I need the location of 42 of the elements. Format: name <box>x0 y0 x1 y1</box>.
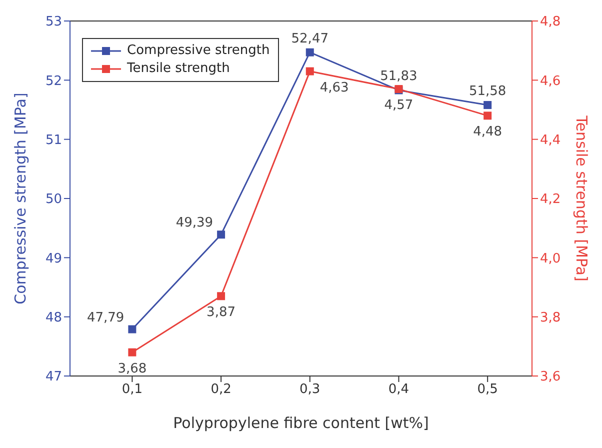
y2-tick-label: 4,0 <box>540 251 561 266</box>
y-tick-label: 50 <box>45 192 62 208</box>
x-axis-title: Polypropylene fibre content [wt%] <box>173 414 429 432</box>
data-label: 47,79 <box>86 310 124 326</box>
y2-axis-title: Tensile strength [MPa] <box>572 114 591 282</box>
point <box>484 101 492 110</box>
y2-tick-label: 4,6 <box>540 74 561 89</box>
point <box>217 230 226 239</box>
point <box>128 348 136 356</box>
y-tick-label: 49 <box>45 251 62 266</box>
data-label: 4,57 <box>384 98 414 114</box>
point <box>217 292 226 300</box>
data-label: 4,48 <box>473 124 502 140</box>
x-tick-label: 0,1 <box>122 382 143 398</box>
data-label: 51,83 <box>380 69 418 84</box>
data-label: 51,58 <box>468 84 506 100</box>
y2-tick-label: 3,8 <box>540 310 561 326</box>
point <box>306 67 314 76</box>
x-tick-label: 0,3 <box>300 382 320 398</box>
data-label: 3,87 <box>206 305 236 320</box>
legend-label: Compressive strength <box>127 42 270 60</box>
data-label: 52,47 <box>291 31 328 46</box>
y-tick-label: 48 <box>45 310 62 326</box>
y2-tick-label: 4,4 <box>540 132 561 148</box>
x-tick-label: 0,2 <box>210 382 232 398</box>
y2-tick-label: 4,8 <box>540 14 561 30</box>
y-axis-title: Compressive strength [MPa] <box>11 92 30 304</box>
y-tick-label: 51 <box>45 132 62 148</box>
data-label: 49,39 <box>176 216 214 231</box>
y2-tick-label: 3,6 <box>540 370 561 385</box>
x-tick-label: 0,4 <box>388 382 410 398</box>
y-tick-label: 53 <box>45 14 62 30</box>
y2-tick-label: 4,2 <box>540 192 561 208</box>
data-label: 4,63 <box>320 80 349 96</box>
point <box>484 112 492 120</box>
legend-label: Tensile strength <box>127 60 230 78</box>
point <box>128 325 136 334</box>
data-label: 3,68 <box>118 361 147 376</box>
x-tick-label: 0,5 <box>477 382 498 398</box>
y-tick-label: 52 <box>45 74 62 89</box>
y-tick-label: 47 <box>45 370 62 385</box>
point <box>306 48 314 56</box>
